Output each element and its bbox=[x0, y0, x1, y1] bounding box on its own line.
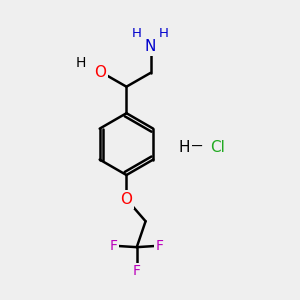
Text: Cl: Cl bbox=[210, 140, 225, 154]
Text: F: F bbox=[156, 239, 164, 253]
Text: H: H bbox=[159, 27, 169, 40]
Text: F: F bbox=[133, 264, 141, 278]
Text: F: F bbox=[109, 239, 117, 253]
Text: H: H bbox=[132, 27, 142, 40]
Text: H: H bbox=[179, 140, 190, 154]
Text: N: N bbox=[145, 39, 156, 54]
Text: O: O bbox=[94, 65, 106, 80]
Text: H: H bbox=[76, 56, 86, 70]
Text: O: O bbox=[120, 192, 132, 207]
Text: —: — bbox=[189, 140, 202, 154]
